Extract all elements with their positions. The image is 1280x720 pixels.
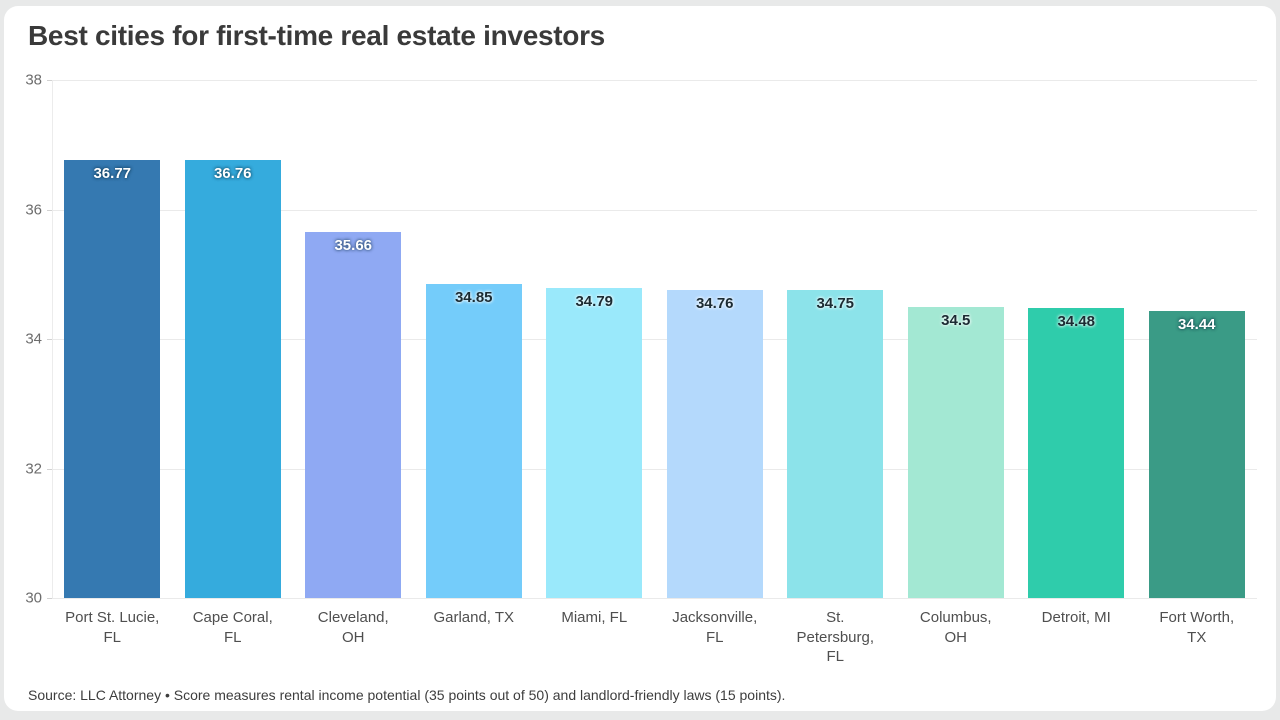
bar-slot: 36.76 [173,80,294,598]
bar: 36.77 [64,159,161,598]
y-axis-tick-label: 32 [25,460,42,477]
bar-slot: 34.76 [655,80,776,598]
bar: 34.85 [425,283,522,598]
bar: 34.79 [546,287,643,598]
bar-value-label: 36.76 [213,165,252,183]
bar: 34.5 [907,306,1004,598]
x-axis-label: Columbus, OH [919,609,992,646]
bar-slot: 36.77 [52,80,173,598]
x-axis-label: Cleveland, OH [317,609,389,646]
x-axis-label: Port St. Lucie, FL [65,609,160,646]
gridline: 36 [25,201,1257,218]
chart-title: Best cities for first-time real estate i… [28,20,605,51]
y-axis-tick-label: 38 [25,71,42,89]
gridline: 30 [25,590,1257,607]
bar-slot: 34.5 [896,80,1017,598]
bar-value-label: 34.5 [941,311,971,329]
chart-card: Best cities for first-time real estate i… [4,6,1276,711]
x-axis-label: Cape Coral, FL [192,609,273,646]
bar: 34.44 [1148,310,1245,598]
bar-value-label: 34.79 [575,292,614,310]
bars-row: 36.77 36.76 35.66 34.85 34.79 34.76 34.75 34.5 3… [52,80,1257,598]
x-axis-labels: Port St. Lucie, FL Cape Coral, FL Clevelan… [52,608,1257,667]
x-axis-label: Detroit, MI [1041,609,1111,626]
bar-value-label: 34.76 [695,294,734,312]
bar-slot: 34.44 [1137,80,1258,598]
y-axis-tick-label: 34 [25,330,42,348]
x-axis-label: Miami, FL [561,609,628,626]
x-axis-label: St. Petersburg, FL [796,609,875,665]
bar: 34.48 [1028,307,1125,598]
bar: 34.76 [666,289,763,598]
bar-slot: 34.85 [414,80,535,598]
bar-slot: 34.48 [1016,80,1137,598]
x-axis-label: Garland, TX [433,609,515,626]
x-axis-label: Jacksonville, FL [672,609,758,646]
x-axis-label: Fort Worth, TX [1159,609,1235,646]
bar-value-label: 34.75 [816,295,855,313]
bar-slot: 34.75 [775,80,896,598]
gridline: 32 [25,460,1257,477]
bar-value-label: 34.85 [454,288,493,306]
source-note: Source: LLC Attorney • Score measures re… [28,687,786,703]
bar-value-label: 35.66 [334,236,373,254]
gridline: 34 [25,331,1257,348]
bar-slot: 34.79 [534,80,655,598]
bar: 36.76 [184,160,281,598]
plot-area: 38 36 34 32 30 36.77 36.76 35.66 34.85 34.79 34.7… [25,72,1257,665]
bar: 34.75 [787,290,884,598]
bar-value-label: 36.77 [93,164,132,182]
gridline: 38 [25,72,1257,89]
bar-value-label: 34.44 [1177,315,1216,333]
bar-value-label: 34.48 [1057,312,1096,330]
y-axis-tick-label: 30 [25,589,42,607]
bar: 35.66 [305,231,402,598]
y-axis-tick-label: 36 [25,201,42,218]
bar-slot: 35.66 [293,80,414,598]
